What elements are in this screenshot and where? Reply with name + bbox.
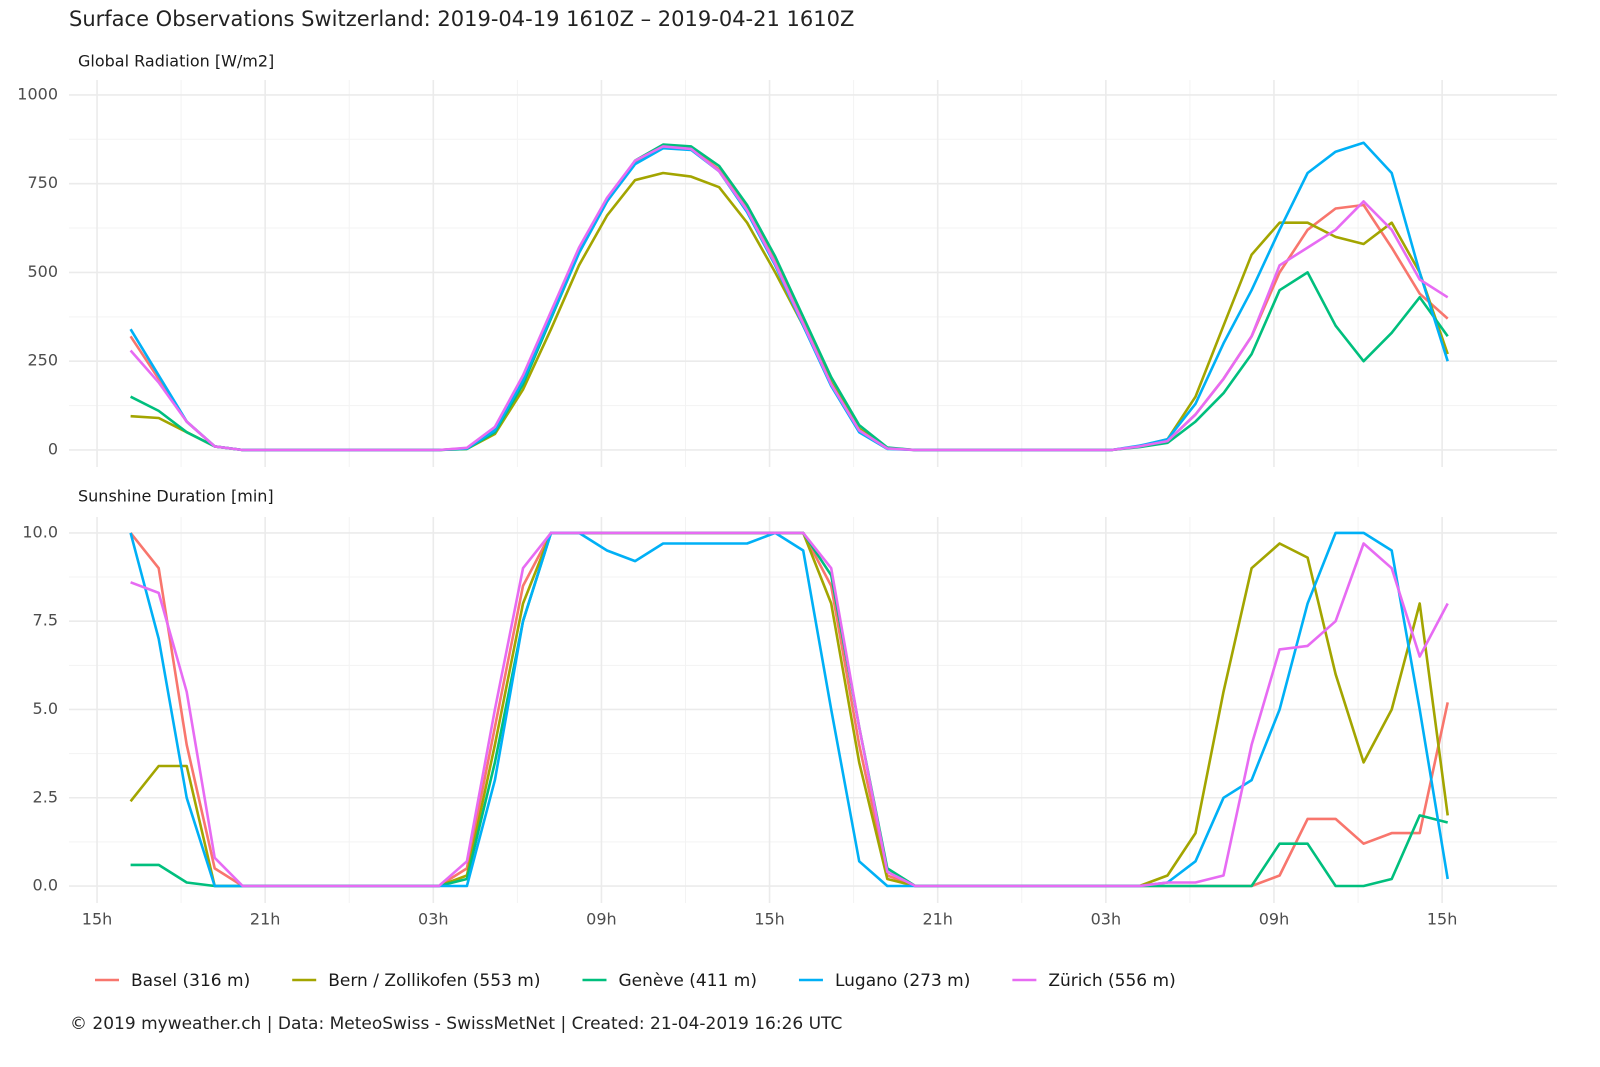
x-tick-label: 09h	[1259, 910, 1290, 929]
x-tick-label: 15h	[754, 910, 785, 929]
y-tick-label: 2.5	[33, 787, 58, 806]
y-tick-label: 750	[27, 173, 58, 192]
panel-title: Sunshine Duration [min]	[78, 487, 274, 506]
legend-label: Genève (411 m)	[618, 971, 756, 991]
grid	[69, 80, 1557, 467]
y-tick-label: 7.5	[33, 611, 58, 630]
x-tick-label: 03h	[418, 910, 449, 929]
legend-label: Zürich (556 m)	[1048, 971, 1175, 991]
y-tick-label: 5.0	[33, 699, 58, 718]
series-line	[130, 531, 1449, 888]
legend-label: Lugano (273 m)	[835, 971, 970, 991]
x-tick-label: 21h	[250, 910, 281, 929]
series-line	[129, 145, 1449, 452]
y-tick-label: 500	[27, 262, 58, 281]
page-title: Surface Observations Switzerland: 2019-0…	[69, 7, 854, 31]
x-tick-label: 09h	[586, 910, 617, 929]
x-tick-label: 21h	[922, 910, 953, 929]
caption: © 2019 myweather.ch | Data: MeteoSwiss -…	[70, 1014, 842, 1034]
x-tick-label: 03h	[1091, 910, 1122, 929]
y-tick-label: 0.0	[33, 876, 58, 895]
x-tick-label: 15h	[1427, 910, 1458, 929]
panel-title: Global Radiation [W/m2]	[78, 52, 274, 71]
x-tick-label: 15h	[82, 910, 113, 929]
series-line	[130, 171, 1449, 452]
y-tick-label: 0	[48, 439, 58, 458]
legend-label: Basel (316 m)	[131, 971, 250, 991]
y-tick-label: 250	[27, 351, 58, 370]
grid	[69, 517, 1557, 903]
y-tick-label: 1000	[17, 84, 58, 103]
y-tick-label: 10.0	[22, 522, 58, 541]
legend-label: Bern / Zollikofen (553 m)	[328, 971, 540, 991]
